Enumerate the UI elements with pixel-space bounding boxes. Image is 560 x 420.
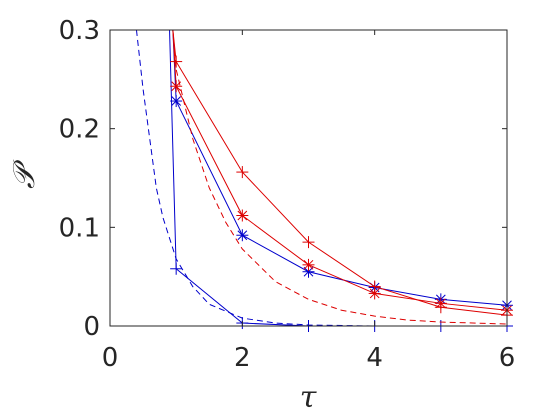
plot-area	[110, 30, 507, 326]
y-tick-label: 0.3	[59, 16, 100, 46]
x-tick-label: 4	[366, 343, 383, 373]
y-axis-label: 𝒫	[7, 159, 42, 189]
y-tick-label: 0.1	[59, 213, 100, 243]
data-point	[302, 265, 315, 278]
y-tick-label: 0	[83, 312, 100, 342]
y-tick-label: 0.2	[59, 115, 100, 145]
data-point	[368, 287, 381, 300]
x-tick-label: 0	[102, 343, 119, 373]
ticks-layer: 0 2 4 6 0 0.1 0.2 0.3	[59, 16, 516, 373]
data-point	[236, 166, 249, 179]
series-layer	[135, 30, 513, 332]
data-point	[170, 95, 183, 108]
data-point	[170, 262, 183, 275]
series-5	[172, 30, 507, 325]
data-point	[302, 236, 315, 249]
plot-frame	[109, 29, 508, 327]
data-point	[434, 297, 447, 310]
series-line	[172, 30, 507, 325]
data-point	[236, 209, 249, 222]
data-point	[302, 258, 315, 271]
x-axis-label: τ	[300, 380, 317, 415]
x-tick-label: 2	[234, 343, 251, 373]
data-point	[236, 229, 249, 242]
data-point	[170, 80, 183, 93]
x-tick-label: 6	[499, 343, 516, 373]
